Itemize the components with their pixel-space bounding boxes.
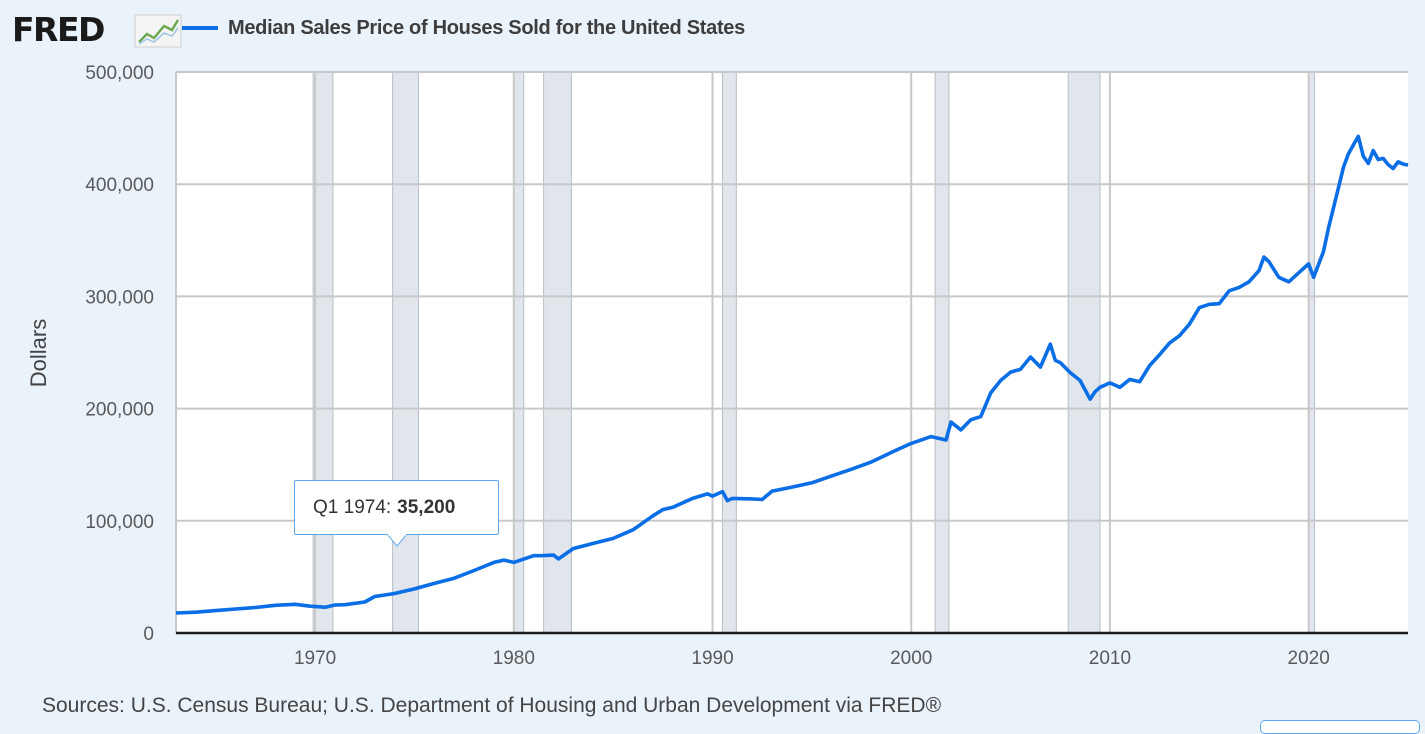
- y-tick-label: 100,000: [85, 512, 154, 533]
- x-tick-label: 2000: [890, 648, 932, 669]
- line-chart[interactable]: 0 100,000 200,000 300,000 400,000 500,000 197…: [0, 0, 1425, 690]
- chart-header: FRED Median Sales Price of Houses Sold f…: [0, 0, 1425, 60]
- legend-label: Median Sales Price of Houses Sold for th…: [228, 17, 745, 39]
- tooltip-value: 35,200: [397, 497, 456, 518]
- fred-logo-text: FRED: [12, 10, 105, 49]
- y-tick-label: 300,000: [85, 287, 154, 308]
- y-tick-label: 400,000: [85, 175, 154, 196]
- y-axis-title: Dollars: [26, 319, 51, 387]
- recession-band-4: [721, 71, 737, 634]
- x-tick-label: 1970: [294, 648, 336, 669]
- x-tick-label: 1990: [691, 648, 733, 669]
- tooltip-period: Q1 1974:: [313, 497, 392, 518]
- x-tick-label: 1980: [493, 648, 535, 669]
- recession-band-5: [934, 71, 950, 634]
- tooltip-text: Q1 1974: 35,200: [313, 497, 455, 519]
- recession-band-2: [513, 71, 525, 634]
- y-tick-label: 200,000: [85, 400, 154, 421]
- recession-band-1: [392, 71, 419, 634]
- legend-swatch: [182, 26, 218, 30]
- y-axis-ticks: 0 100,000 200,000 300,000 400,000 500,000: [85, 63, 154, 645]
- plot-area: [176, 72, 1408, 633]
- x-axis-ticks: 1970 1980 1990 2000 2010 2020: [294, 648, 1330, 669]
- recession-band-6: [1067, 71, 1101, 634]
- series-line[interactable]: [175, 134, 1409, 615]
- corner-button[interactable]: [1260, 720, 1420, 734]
- y-tick-label: 500,000: [85, 63, 154, 84]
- tooltip-pointer: [387, 534, 407, 547]
- y-tick-label: 0: [143, 624, 154, 645]
- trend-line-icon: [134, 14, 182, 48]
- recession-band-3: [543, 71, 572, 634]
- gridlines: [175, 71, 1408, 633]
- x-tick-label: 2010: [1089, 648, 1131, 669]
- source-note: Sources: U.S. Census Bureau; U.S. Depart…: [42, 694, 942, 717]
- x-tick-label: 2020: [1288, 648, 1330, 669]
- data-tooltip: Q1 1974: 35,200: [294, 480, 499, 535]
